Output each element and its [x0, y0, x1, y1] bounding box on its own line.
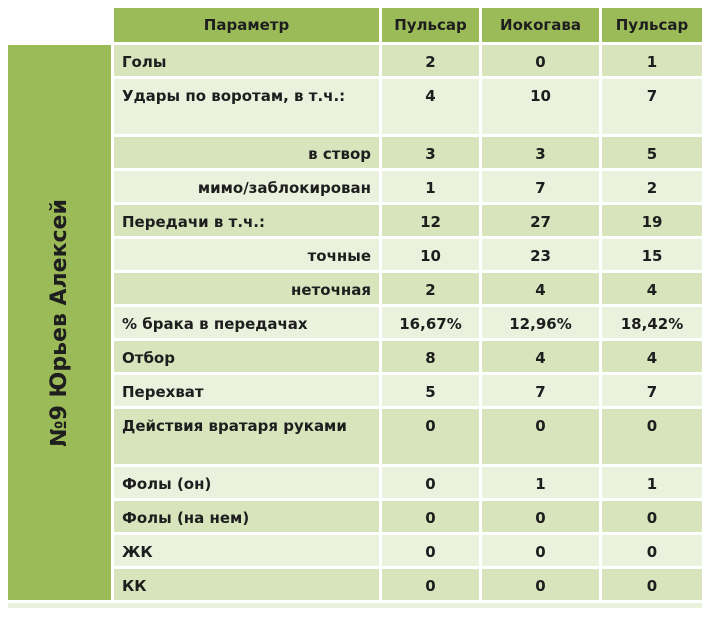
value-cell: 4: [602, 273, 702, 307]
table-row: №9 Юрьев Алексей Голы 2 0 1: [8, 45, 702, 603]
param-cell: Голы: [114, 45, 382, 79]
value-cell: 7: [482, 171, 602, 205]
table-row: неточная 2 4 4: [8, 273, 702, 307]
header-team-1: Пульсар: [382, 8, 482, 45]
param-cell: ЖК: [114, 535, 382, 569]
param-cell: неточная: [114, 273, 382, 307]
header-team-3: Пульсар: [602, 8, 702, 45]
table-row: точные 10 23 15: [8, 239, 702, 273]
value-cell: 2: [382, 273, 482, 307]
value-cell: 4: [482, 341, 602, 375]
table-row: мимо/заблокирован 1 7 2: [8, 171, 702, 205]
table-row: Фолы (он) 0 1 1: [8, 467, 702, 501]
player-label-cell: №9 Юрьев Алексей: [8, 45, 114, 603]
value-cell: 3: [382, 137, 482, 171]
param-cell: Перехват: [114, 375, 382, 409]
value-cell: 0: [602, 535, 702, 569]
table-row: Передачи в т.ч.: 12 27 19: [8, 205, 702, 239]
value-cell: 7: [602, 375, 702, 409]
stats-document: Параметр Пульсар Иокогава Пульсар №9 Юрь…: [8, 8, 702, 608]
value-cell: 0: [482, 535, 602, 569]
value-cell: 10: [482, 79, 602, 137]
table-row: Фолы (на нем) 0 0 0: [8, 501, 702, 535]
param-cell: точные: [114, 239, 382, 273]
value-cell: 23: [482, 239, 602, 273]
param-cell: мимо/заблокирован: [114, 171, 382, 205]
value-cell: 1: [602, 45, 702, 79]
value-cell: 1: [602, 467, 702, 501]
table-row: Перехват 5 7 7: [8, 375, 702, 409]
value-cell: 5: [602, 137, 702, 171]
header-parameter: Параметр: [114, 8, 382, 45]
param-cell: % брака в передачах: [114, 307, 382, 341]
value-cell: 27: [482, 205, 602, 239]
table-row: Удары по воротам, в т.ч.: 4 10 7: [8, 79, 702, 137]
value-cell: 1: [382, 171, 482, 205]
value-cell: 2: [382, 45, 482, 79]
value-cell: 7: [482, 375, 602, 409]
header-row: Параметр Пульсар Иокогава Пульсар: [8, 8, 702, 45]
value-cell: 0: [382, 409, 482, 467]
value-cell: 3: [482, 137, 602, 171]
param-cell: Действия вратаря руками: [114, 409, 382, 467]
param-cell: Удары по воротам, в т.ч.:: [114, 79, 382, 137]
table-row: Отбор 8 4 4: [8, 341, 702, 375]
table-row: % брака в передачах 16,67% 12,96% 18,42%: [8, 307, 702, 341]
player-stats-table: Параметр Пульсар Иокогава Пульсар №9 Юрь…: [8, 8, 702, 603]
value-cell: 1: [482, 467, 602, 501]
value-cell: 8: [382, 341, 482, 375]
value-cell: 7: [602, 79, 702, 137]
value-cell: 4: [602, 341, 702, 375]
value-cell: 0: [602, 501, 702, 535]
player-label: №9 Юрьев Алексей: [46, 198, 72, 447]
value-cell: 0: [482, 569, 602, 603]
value-cell: 0: [382, 467, 482, 501]
table-row: Действия вратаря руками 0 0 0: [8, 409, 702, 467]
param-cell: КК: [114, 569, 382, 603]
value-cell: 5: [382, 375, 482, 409]
value-cell: 2: [602, 171, 702, 205]
value-cell: 15: [602, 239, 702, 273]
value-cell: 0: [602, 409, 702, 467]
value-cell: 0: [382, 501, 482, 535]
table-row: в створ 3 3 5: [8, 137, 702, 171]
header-team-2: Иокогава: [482, 8, 602, 45]
value-cell: 12: [382, 205, 482, 239]
value-cell: 16,67%: [382, 307, 482, 341]
value-cell: 4: [482, 273, 602, 307]
value-cell: 0: [602, 569, 702, 603]
param-cell: Отбор: [114, 341, 382, 375]
value-cell: 0: [482, 501, 602, 535]
value-cell: 0: [382, 569, 482, 603]
table-row: КК 0 0 0: [8, 569, 702, 603]
value-cell: 12,96%: [482, 307, 602, 341]
value-cell: 4: [382, 79, 482, 137]
value-cell: 18,42%: [602, 307, 702, 341]
param-cell: Передачи в т.ч.:: [114, 205, 382, 239]
value-cell: 0: [482, 409, 602, 467]
value-cell: 0: [382, 535, 482, 569]
param-cell: Фолы (на нем): [114, 501, 382, 535]
header-corner: [8, 8, 114, 45]
param-cell: Фолы (он): [114, 467, 382, 501]
value-cell: 10: [382, 239, 482, 273]
param-cell: в створ: [114, 137, 382, 171]
value-cell: 19: [602, 205, 702, 239]
table-row: ЖК 0 0 0: [8, 535, 702, 569]
value-cell: 0: [482, 45, 602, 79]
